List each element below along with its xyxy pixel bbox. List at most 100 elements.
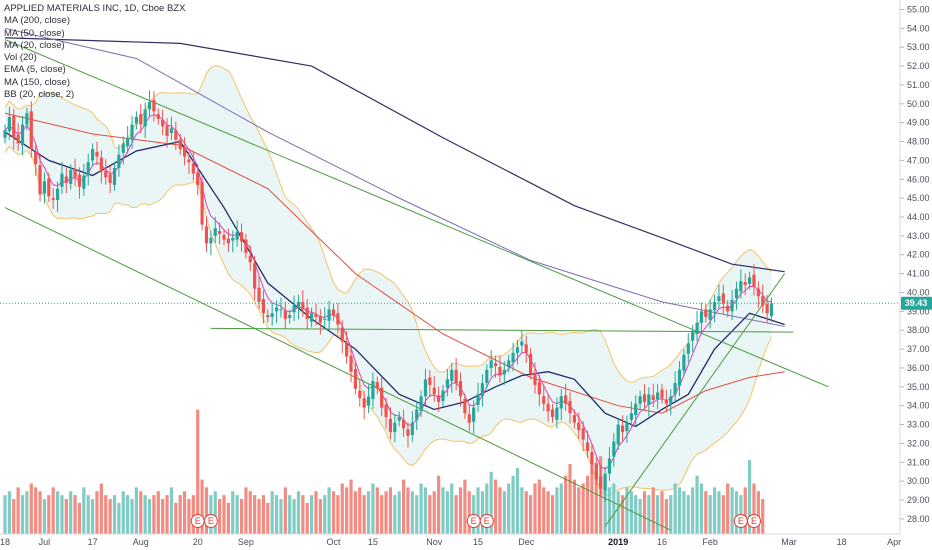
candle-body — [91, 149, 95, 161]
x-tick-label: Nov — [426, 537, 443, 547]
volume-bar — [620, 495, 625, 534]
candle-body — [375, 382, 379, 389]
volume-bar — [375, 487, 379, 534]
volume-bar — [152, 495, 156, 534]
volume-bar — [235, 495, 239, 534]
x-tick-label: Feb — [702, 537, 718, 547]
trendline-3 — [604, 273, 786, 527]
y-tick-label: 50.00 — [907, 99, 930, 109]
candle-body — [730, 300, 734, 312]
candle-body — [647, 394, 651, 405]
volume-bar — [498, 487, 502, 534]
legend-ma200[interactable]: MA (200, close) — [4, 15, 70, 27]
candle-body — [226, 238, 230, 244]
candle-body — [139, 114, 143, 125]
x-tick-label: Sep — [238, 537, 254, 547]
volume-bar — [664, 499, 668, 534]
candle-body — [253, 263, 257, 289]
candle-body — [472, 407, 476, 422]
volume-bar — [695, 475, 699, 534]
candle-body — [511, 352, 515, 363]
candle-body — [301, 301, 305, 310]
volume-bar — [686, 495, 690, 534]
volume-bar — [507, 483, 511, 534]
volume-bar — [437, 475, 441, 534]
volume-bar — [388, 487, 393, 534]
candle-body — [564, 395, 568, 404]
candle-body — [677, 369, 682, 386]
volume-bar — [270, 491, 274, 534]
legend-ema5[interactable]: EMA (5, close) — [4, 64, 66, 76]
volume-bar — [572, 479, 576, 534]
candle-body — [620, 425, 625, 433]
candle-body — [60, 173, 64, 187]
y-axis[interactable]: 28.00 29.00 30.00 31.00 32.00 33.00 34.00 35.00… — [900, 4, 930, 524]
candle-body — [748, 277, 752, 284]
x-tick-label: 20 — [193, 537, 203, 547]
volume-bar — [222, 495, 226, 534]
candle-body — [410, 422, 414, 435]
volume-bar — [366, 491, 371, 534]
volume-bar — [542, 487, 546, 534]
candle-body — [594, 463, 598, 480]
volume-bar — [16, 487, 20, 534]
x-tick-label: Aug — [133, 537, 149, 547]
volume-bar — [253, 495, 257, 534]
candle-body — [555, 407, 559, 420]
candle-body — [99, 157, 103, 172]
trendline-0 — [4, 39, 829, 388]
volume-bar — [529, 495, 533, 534]
candle-body — [432, 387, 436, 395]
candle-body — [656, 392, 660, 400]
candle-body — [401, 419, 406, 429]
ma200-line — [4, 37, 785, 273]
volume-bar — [546, 491, 550, 534]
volume-bar — [174, 502, 178, 534]
candle-body — [437, 395, 441, 402]
candle-body — [380, 387, 384, 408]
candle-body — [585, 442, 590, 451]
last-price-label: 39.43 — [905, 298, 928, 308]
candle-body — [279, 309, 283, 311]
ma50-line — [4, 112, 785, 414]
candle-body — [288, 315, 292, 318]
candle-body — [73, 168, 77, 178]
legend-vol[interactable]: Vol (20) — [4, 52, 37, 64]
volume-bar — [358, 487, 362, 534]
candle-body — [213, 228, 217, 236]
legend-ma50[interactable]: MA (50, close) — [4, 27, 65, 39]
y-tick-label: 30.00 — [907, 476, 930, 486]
last-price-badge — [901, 296, 932, 310]
x-tick-label: Mar — [781, 537, 797, 547]
volume-bar — [349, 479, 353, 534]
candle-body — [695, 322, 699, 334]
candle-body — [533, 372, 537, 385]
candle-body — [428, 377, 432, 385]
volume-bar — [38, 491, 42, 534]
volume-bar — [161, 499, 165, 534]
legend-ma20[interactable]: MA (20, close) — [4, 39, 65, 51]
legend-ma150[interactable]: MA (150, close) — [4, 76, 70, 88]
volume-bar — [445, 491, 449, 534]
legend-bb[interactable]: BB (20, close, 2) — [4, 89, 75, 101]
x-axis[interactable]: 18 Jul 17 Aug 20 Sep Oct 15 Nov 15 Dec 2019 16 Feb Mar… — [0, 537, 901, 547]
volume-bar — [559, 483, 563, 534]
candle-body — [476, 394, 480, 405]
volume-bar — [29, 483, 33, 534]
candle-body — [572, 415, 576, 423]
volume-bar — [20, 495, 25, 534]
candle-body — [485, 369, 489, 384]
candle-body — [546, 403, 550, 412]
volume-bar — [213, 491, 217, 534]
candle-body — [358, 390, 362, 399]
volume-bar — [708, 495, 712, 534]
candle-body — [161, 119, 165, 127]
candle-body — [607, 458, 612, 474]
candle-body — [634, 403, 638, 416]
candle-body — [156, 114, 160, 119]
volume-bar — [537, 479, 541, 534]
candle-body — [682, 354, 686, 371]
volume-bar — [410, 491, 414, 534]
